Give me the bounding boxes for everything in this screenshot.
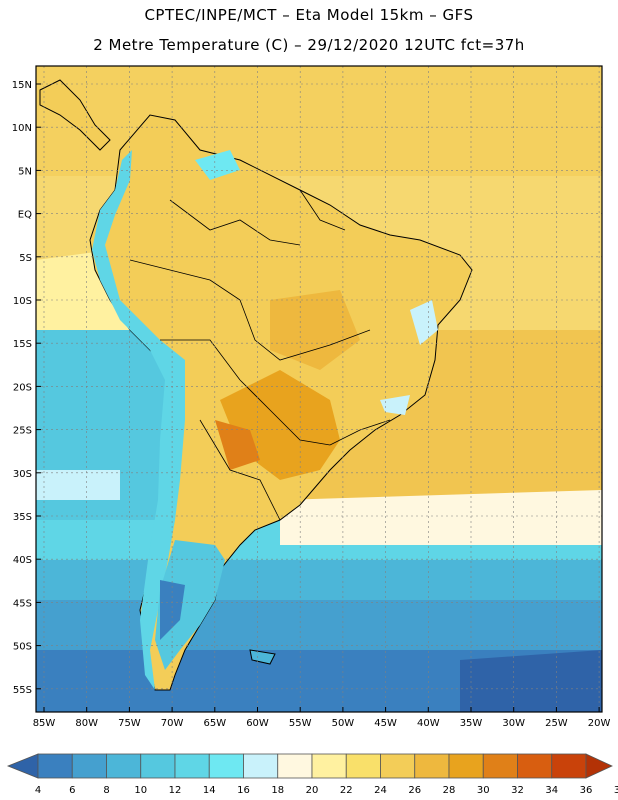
colorbar-swatch — [106, 753, 142, 779]
colorbar-swatch — [482, 753, 518, 779]
colorbar-swatch — [551, 753, 587, 779]
colorbar-swatch — [277, 753, 313, 779]
longitude-label: 40W — [417, 718, 440, 729]
colorbar-tick-label: 32 — [511, 785, 524, 796]
colorbar-swatch — [140, 753, 176, 779]
colorbar-swatch — [448, 753, 484, 779]
colorbar-swatch — [345, 753, 381, 779]
colorbar-swatch — [243, 753, 279, 779]
latitude-label: 55S — [13, 685, 32, 696]
colorbar-tick-label: 4 — [35, 785, 41, 796]
colorbar-right-arrow — [585, 753, 613, 779]
colorbar-tick-label: 30 — [477, 785, 490, 796]
colorbar-swatch — [414, 753, 450, 779]
map-field — [36, 66, 602, 712]
colorbar-tick-label: 26 — [408, 785, 421, 796]
latitude-label: 50S — [13, 642, 32, 653]
latitude-labels: 15N 10N 5N EQ 5S 10S 15S 20S 25S 30S 35S 40S 45S 50S 5… — [12, 80, 32, 696]
colorbar-tick-label: 18 — [271, 785, 284, 796]
longitude-label: 75W — [118, 718, 141, 729]
colorbar-tick-label: 36 — [580, 785, 593, 796]
colorbar-tick-label: 24 — [374, 785, 387, 796]
colorbar-swatch — [517, 753, 553, 779]
colorbar-tick-label: 28 — [443, 785, 456, 796]
colorbar-tick-label: 16 — [237, 785, 250, 796]
longitude-label: 50W — [332, 718, 355, 729]
colorbar-tick-label: 10 — [134, 785, 147, 796]
latitude-label: 10N — [12, 123, 32, 134]
colorbar: 4 6 8 10 12 14 16 18 20 22 24 26 28 30 32 34 36 38 — [6, 753, 618, 796]
latitude-label: 5S — [19, 253, 32, 264]
latitude-label: 15S — [13, 339, 32, 350]
latitude-label: 15N — [12, 80, 32, 91]
colorbar-swatch — [380, 753, 416, 779]
latitude-label: 10S — [13, 296, 32, 307]
longitude-label: 55W — [289, 718, 312, 729]
colorbar-left-arrow — [6, 753, 39, 779]
latitude-label: EQ — [18, 210, 32, 221]
longitude-label: 45W — [374, 718, 397, 729]
latitude-label: 25S — [13, 426, 32, 437]
latitude-label: 40S — [13, 555, 32, 566]
colorbar-swatch — [208, 753, 244, 779]
longitude-label: 35W — [460, 718, 483, 729]
latitude-label: 35S — [13, 512, 32, 523]
title-line-2: 2 Metre Temperature (C) – 29/12/2020 12U… — [93, 36, 525, 54]
longitude-label: 20W — [588, 718, 611, 729]
colorbar-tick-label: 8 — [103, 785, 109, 796]
graticule — [36, 66, 602, 712]
colorbar-tick-label: 14 — [203, 785, 216, 796]
longitude-label: 65W — [203, 718, 226, 729]
colorbar-tick-label: 38 — [614, 785, 618, 796]
colorbar-tick-label: 12 — [169, 785, 182, 796]
longitude-label: 30W — [502, 718, 525, 729]
longitude-label: 80W — [75, 718, 98, 729]
colorbar-swatch — [37, 753, 73, 779]
longitude-label: 60W — [246, 718, 269, 729]
colorbar-tick-label: 34 — [545, 785, 558, 796]
map-frame — [35, 65, 603, 713]
colorbar-tick-label: 20 — [306, 785, 319, 796]
title-line-1: CPTEC/INPE/MCT – Eta Model 15km – GFS — [144, 6, 474, 24]
longitude-labels: 85W 80W 75W 70W 65W 60W 55W 50W 45W 40W 35W 30W 25W 2… — [33, 718, 611, 729]
temperature-map: 15N 10N 5N EQ 5S 10S 15S 20S 25S 30S 35S 40S 45S 50S 5… — [12, 65, 611, 729]
colorbar-swatch — [71, 753, 107, 779]
colorbar-swatch — [311, 753, 347, 779]
latitude-label: 5N — [18, 166, 32, 177]
colorbar-swatch — [174, 753, 210, 779]
latitude-label: 45S — [13, 598, 32, 609]
colorbar-tick-label: 22 — [340, 785, 353, 796]
longitude-label: 25W — [545, 718, 568, 729]
latitude-label: 30S — [13, 469, 32, 480]
latitude-label: 20S — [13, 382, 32, 393]
colorbar-tick-label: 6 — [69, 785, 75, 796]
longitude-label: 70W — [161, 718, 184, 729]
longitude-label: 85W — [33, 718, 56, 729]
